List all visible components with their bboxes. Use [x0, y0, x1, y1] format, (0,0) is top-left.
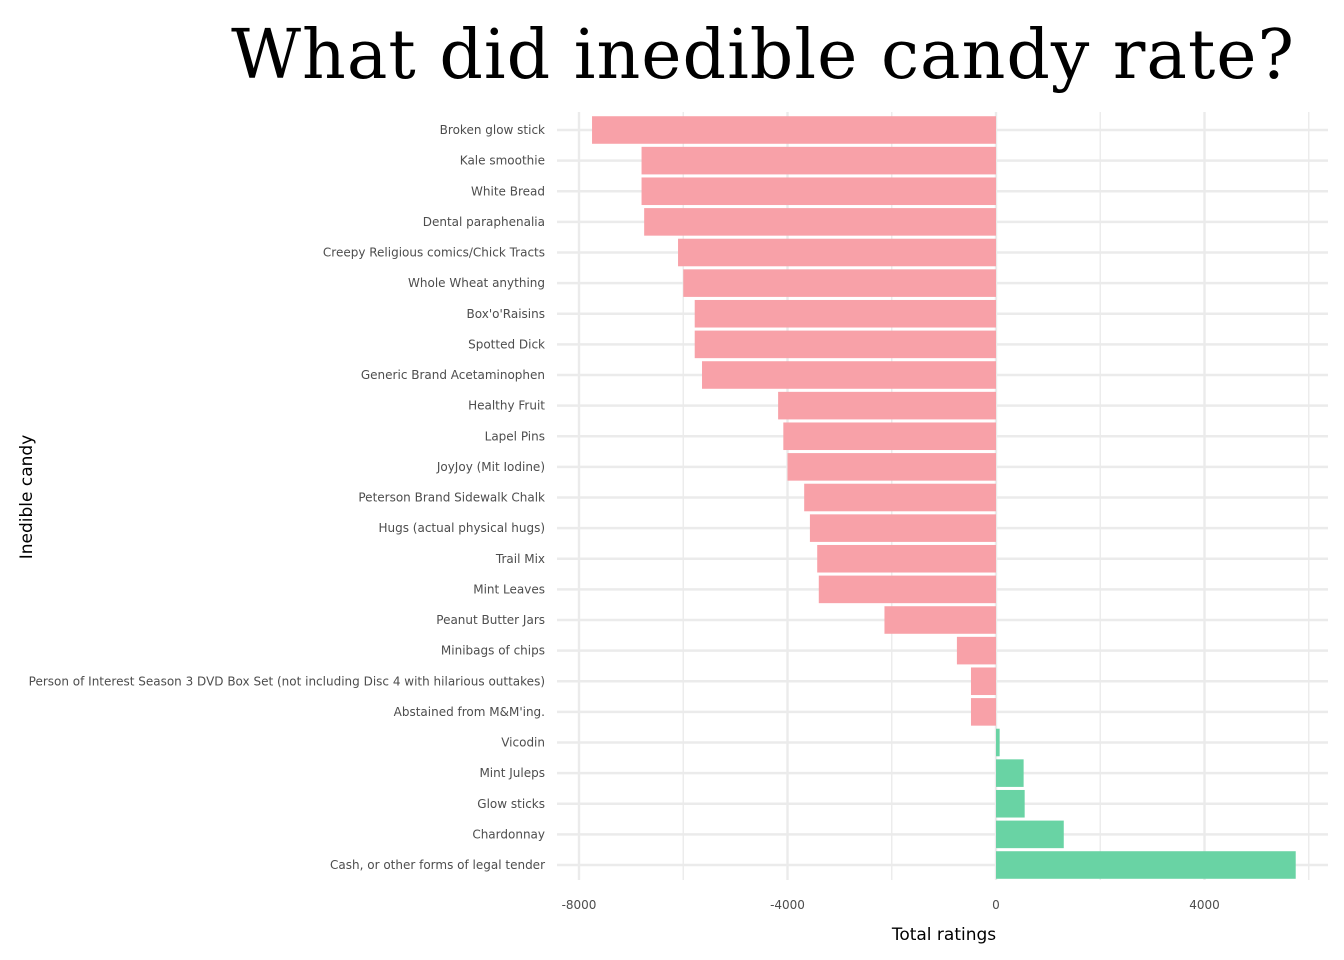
- y-tick-label: Minibags of chips: [441, 644, 545, 658]
- y-tick-label: Lapel Pins: [485, 429, 545, 443]
- bar: [678, 238, 996, 267]
- x-tick-label: 4000: [1189, 898, 1220, 912]
- bar: [970, 667, 996, 696]
- y-tick-label: Hugs (actual physical hugs): [378, 521, 545, 535]
- y-tick-label: Mint Leaves: [473, 582, 545, 596]
- bar: [996, 851, 1296, 879]
- y-tick-label: Healthy Fruit: [468, 399, 545, 413]
- x-tick-labels: -8000 -4000 0 4000: [562, 898, 1220, 912]
- x-tick-label: -8000: [562, 898, 597, 912]
- bar: [694, 299, 996, 328]
- y-tick-label: Peterson Brand Sidewalk Chalk: [358, 491, 545, 505]
- y-tick-label: Chardonnay: [472, 827, 545, 841]
- y-tick-label: Glow sticks: [477, 797, 545, 811]
- bar: [683, 269, 996, 297]
- bar: [694, 330, 996, 359]
- y-tick-label: White Bread: [471, 184, 545, 198]
- bar: [804, 483, 996, 512]
- y-axis-label: Inedible candy: [17, 435, 37, 560]
- bar: [956, 636, 996, 665]
- y-tick-label: Mint Juleps: [479, 766, 545, 780]
- bar: [644, 208, 996, 236]
- bar: [809, 514, 996, 542]
- y-tick-label: JoyJoy (Mit Iodine): [436, 460, 545, 474]
- y-tick-label: Cash, or other forms of legal tender: [330, 858, 545, 872]
- y-tick-label: Peanut Butter Jars: [436, 613, 545, 627]
- bar: [641, 146, 996, 175]
- y-tick-label: Generic Brand Acetaminophen: [361, 368, 545, 382]
- y-tick-label: Dental paraphenalia: [423, 215, 545, 229]
- bar: [996, 759, 1024, 787]
- y-tick-label: Spotted Dick: [468, 337, 545, 351]
- bar: [787, 453, 996, 481]
- bar: [996, 789, 1025, 818]
- chart-title: What did inedible candy rate?: [231, 16, 1295, 95]
- bar: [702, 361, 996, 389]
- x-tick-label: -4000: [770, 898, 805, 912]
- y-tick-label: Creepy Religious comics/Chick Tracts: [323, 246, 545, 260]
- y-tick-label: Trail Mix: [495, 552, 545, 566]
- bar: [783, 422, 996, 451]
- y-tick-label: Person of Interest Season 3 DVD Box Set …: [29, 674, 545, 688]
- y-tick-label: Abstained from M&M'ing.: [394, 705, 545, 719]
- bar: [996, 820, 1064, 849]
- bar: [818, 575, 996, 604]
- y-tick-label: Kale smoothie: [460, 154, 545, 168]
- bar: [970, 698, 996, 726]
- y-tick-label: Broken glow stick: [440, 123, 545, 137]
- y-tick-labels: Broken glow stick Kale smoothie White Brea…: [29, 123, 546, 872]
- bar: [592, 116, 996, 144]
- bar: [641, 177, 996, 206]
- x-tick-label: 0: [992, 898, 1000, 912]
- y-tick-label: Vicodin: [501, 736, 545, 750]
- bar: [817, 544, 996, 573]
- y-tick-label: Whole Wheat anything: [408, 276, 545, 290]
- bars: [592, 116, 1296, 879]
- bar: [884, 606, 996, 634]
- bar: [996, 728, 1000, 757]
- bar: [778, 391, 996, 420]
- y-tick-label: Box'o'Raisins: [467, 307, 545, 321]
- x-axis-label: Total ratings: [891, 925, 996, 945]
